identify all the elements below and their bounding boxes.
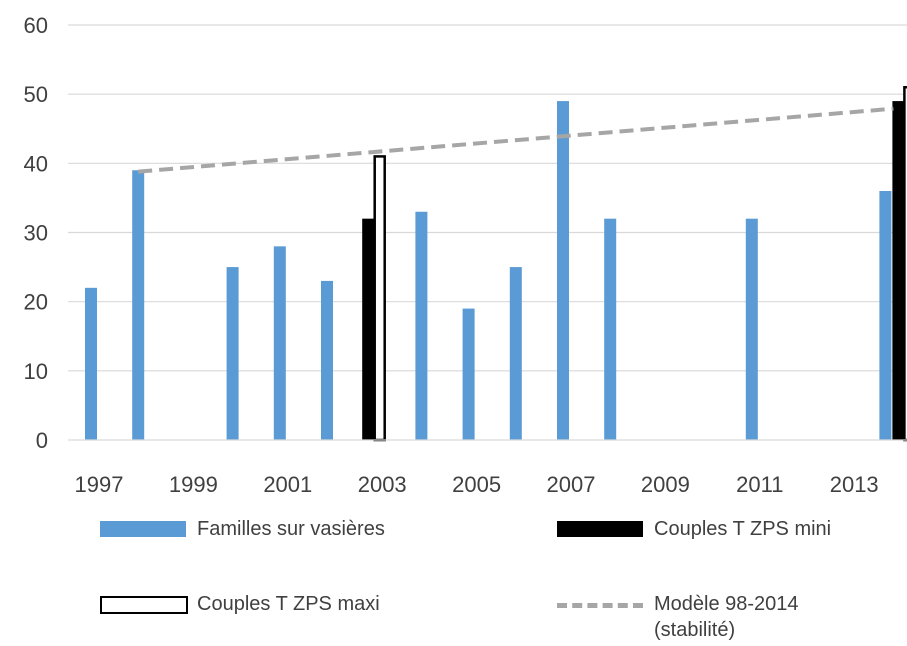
bar-familles [85, 287, 97, 440]
x-tick-label: 2005 [452, 472, 501, 497]
y-tick-label: 20 [24, 290, 48, 315]
bar-familles [321, 280, 333, 440]
model-trend-line [138, 106, 894, 174]
chart-plot: 0 10 20 30 40 50 60 1997 1999 2001 2003 2005 2007 200… [24, 13, 907, 497]
bar-familles [415, 211, 428, 440]
x-tick-label: 2003 [358, 472, 407, 497]
x-tick-label: 1997 [75, 472, 124, 497]
legend-label-mini: Couples T ZPS mini [654, 518, 832, 540]
legend-label-maxi: Couples T ZPS maxi [197, 593, 380, 615]
bar-familles [462, 308, 475, 440]
bar-couples-mini [362, 218, 375, 440]
legend-swatch-mini [557, 521, 643, 537]
bar-familles [604, 218, 617, 440]
x-tick-label: 2007 [547, 472, 596, 497]
y-tick-label: 10 [24, 359, 48, 384]
legend-label-families: Familles sur vasières [197, 518, 385, 540]
y-tick-label: 50 [24, 82, 48, 107]
legend-swatch-families [100, 521, 186, 537]
bar-familles [557, 101, 569, 440]
bar-familles [509, 267, 522, 440]
bar-familles [132, 170, 145, 440]
x-tick-label: 2011 [736, 472, 783, 497]
y-tick-label: 30 [24, 221, 48, 246]
x-tick-label: 1999 [169, 472, 218, 497]
bar-couples-mini [892, 101, 905, 440]
bar-couples-maxi [903, 86, 907, 442]
legend-label-model: Modèle 98-2014 (stabilité) [654, 591, 799, 643]
x-tick-label: 2009 [641, 472, 690, 497]
bar-couples-maxi [373, 155, 386, 442]
legend-label-model-line1: Modèle 98-2014 [654, 593, 799, 615]
y-tick-label: 60 [24, 13, 48, 38]
legend-swatch-model [557, 603, 643, 608]
x-tick-label: 2013 [830, 472, 879, 497]
legend-label-model-line2: (stabilité) [654, 619, 736, 641]
bar-familles [879, 191, 892, 440]
legend-swatch-maxi [100, 596, 188, 614]
y-tick-label: 0 [36, 428, 48, 453]
bar-familles [273, 246, 286, 440]
bar-familles [745, 218, 758, 440]
y-tick-label: 40 [24, 151, 48, 176]
bar-familles [226, 267, 239, 440]
x-tick-label: 2001 [263, 472, 312, 497]
